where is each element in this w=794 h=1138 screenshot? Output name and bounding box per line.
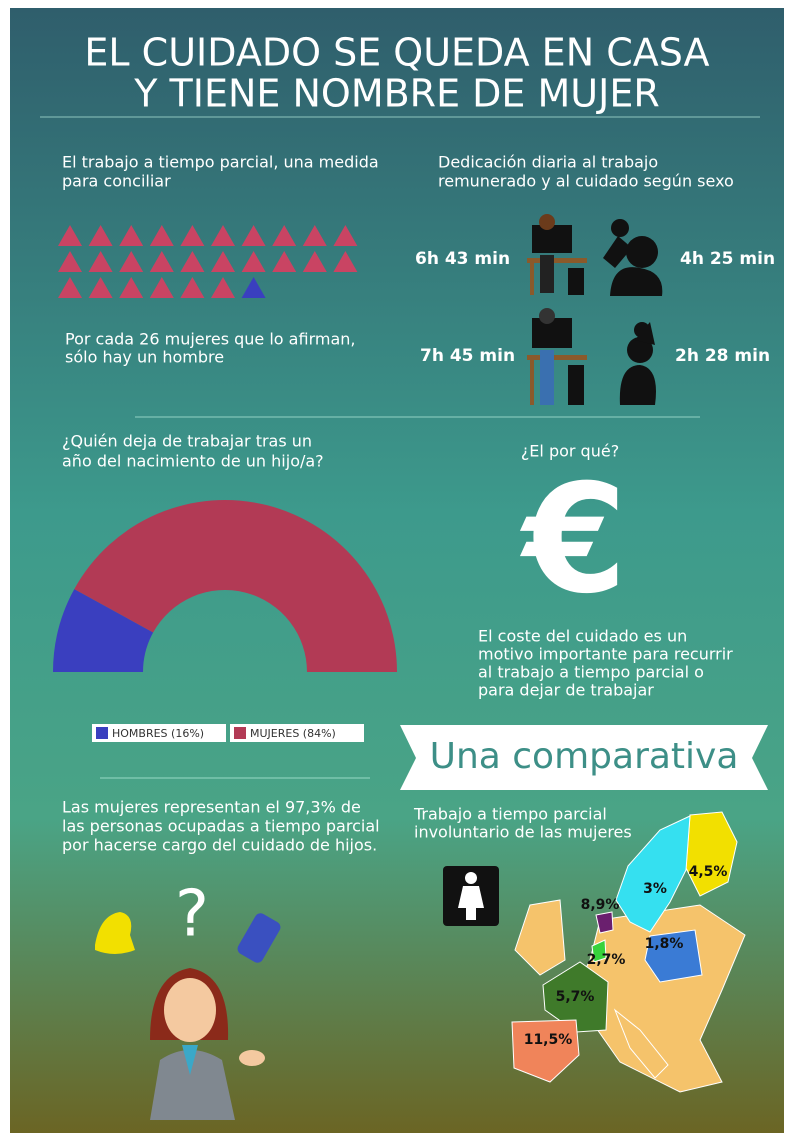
question-icon: ? [175, 878, 209, 952]
text: por hacerse cargo del cuidado de hijos. [62, 836, 377, 855]
text: las personas ocupadas a tiempo parcial [62, 817, 380, 836]
text: para dejar de trabajar [478, 681, 654, 700]
woman-illustration [150, 968, 265, 1120]
pictogram [58, 225, 358, 298]
banner [400, 725, 768, 790]
chart-title: ¿Quién deja de trabajar tras un [62, 432, 312, 451]
triangle [302, 225, 327, 246]
legend-swatch [96, 727, 108, 739]
triangle [149, 225, 174, 246]
legend: HOMBRES (16%) MUJERES (84%) [92, 724, 364, 742]
triangle [58, 277, 82, 298]
map-label: 4,5% [689, 864, 728, 880]
triangle [302, 251, 327, 272]
triangle [88, 225, 113, 246]
donut-segment [74, 500, 397, 672]
triangle [211, 277, 235, 298]
map-label: 2,7% [587, 952, 626, 968]
map-label: 3% [643, 881, 667, 897]
text: Las mujeres representan el 97,3% de [62, 798, 361, 817]
triangle [211, 225, 235, 246]
baby-seat-icon [95, 912, 135, 954]
parent-icon [603, 219, 663, 405]
map-label: 8,9% [581, 897, 620, 913]
legend-item [230, 724, 364, 742]
triangle [88, 277, 113, 298]
title: EL CUIDADO SE QUEDA EN CASA [84, 31, 709, 75]
text: motivo importante para recurrir [478, 645, 733, 664]
map-label: 1,8% [645, 936, 684, 952]
time: 7h 45 min [420, 346, 515, 366]
legend-item [92, 724, 226, 742]
title: Y TIENE NOMBRE DE MUJER [133, 72, 660, 116]
half-donut [53, 500, 397, 672]
triangle [211, 251, 235, 272]
heading: para conciliar [62, 172, 171, 191]
legend-label: MUJERES (84%) [250, 727, 336, 740]
euro-icon: € [520, 453, 627, 627]
map-label: 11,5% [524, 1032, 573, 1048]
triangle [149, 277, 174, 298]
heading: Trabajo a tiempo parcial [413, 805, 607, 824]
heading: remunerado y al cuidado según sexo [438, 172, 734, 191]
heading: involuntario de las mujeres [414, 823, 632, 842]
text: El coste del cuidado es un [478, 627, 687, 646]
triangle [333, 225, 358, 246]
caption: sólo hay un hombre [65, 348, 224, 367]
triangle [58, 225, 82, 246]
triangle [241, 225, 266, 246]
time: 2h 28 min [675, 346, 770, 366]
triangle [58, 251, 82, 272]
caption: Por cada 26 mujeres que lo afirman, [65, 330, 355, 349]
triangle [119, 225, 144, 246]
chart-title: año del nacimiento de un hijo/a? [62, 452, 324, 471]
triangle [241, 277, 266, 298]
triangle [241, 251, 266, 272]
triangle [149, 251, 174, 272]
map-label: 5,7% [556, 989, 595, 1005]
heading: ¿El por qué? [521, 442, 619, 461]
time: 6h 43 min [415, 249, 510, 269]
woman-icon [443, 866, 499, 926]
phone-icon [237, 913, 281, 963]
time: 4h 25 min [680, 249, 775, 269]
text: al trabajo a tiempo parcial o [478, 663, 704, 682]
banner-text: Una comparativa [430, 736, 739, 777]
legend-label: HOMBRES (16%) [112, 727, 204, 740]
triangle [88, 251, 113, 272]
triangle [180, 251, 205, 272]
triangle [119, 277, 144, 298]
legend-swatch [234, 727, 246, 739]
donut-segment [53, 589, 154, 672]
triangle [272, 225, 297, 246]
heading: Dedicación diaria al trabajo [438, 153, 658, 172]
heading: El trabajo a tiempo parcial, una medida [62, 153, 379, 172]
triangle [119, 251, 144, 272]
europe-map [511, 811, 746, 1093]
triangle [272, 251, 297, 272]
triangle [333, 251, 358, 272]
triangle [180, 225, 205, 246]
desk-icon [527, 214, 587, 405]
triangle [180, 277, 205, 298]
